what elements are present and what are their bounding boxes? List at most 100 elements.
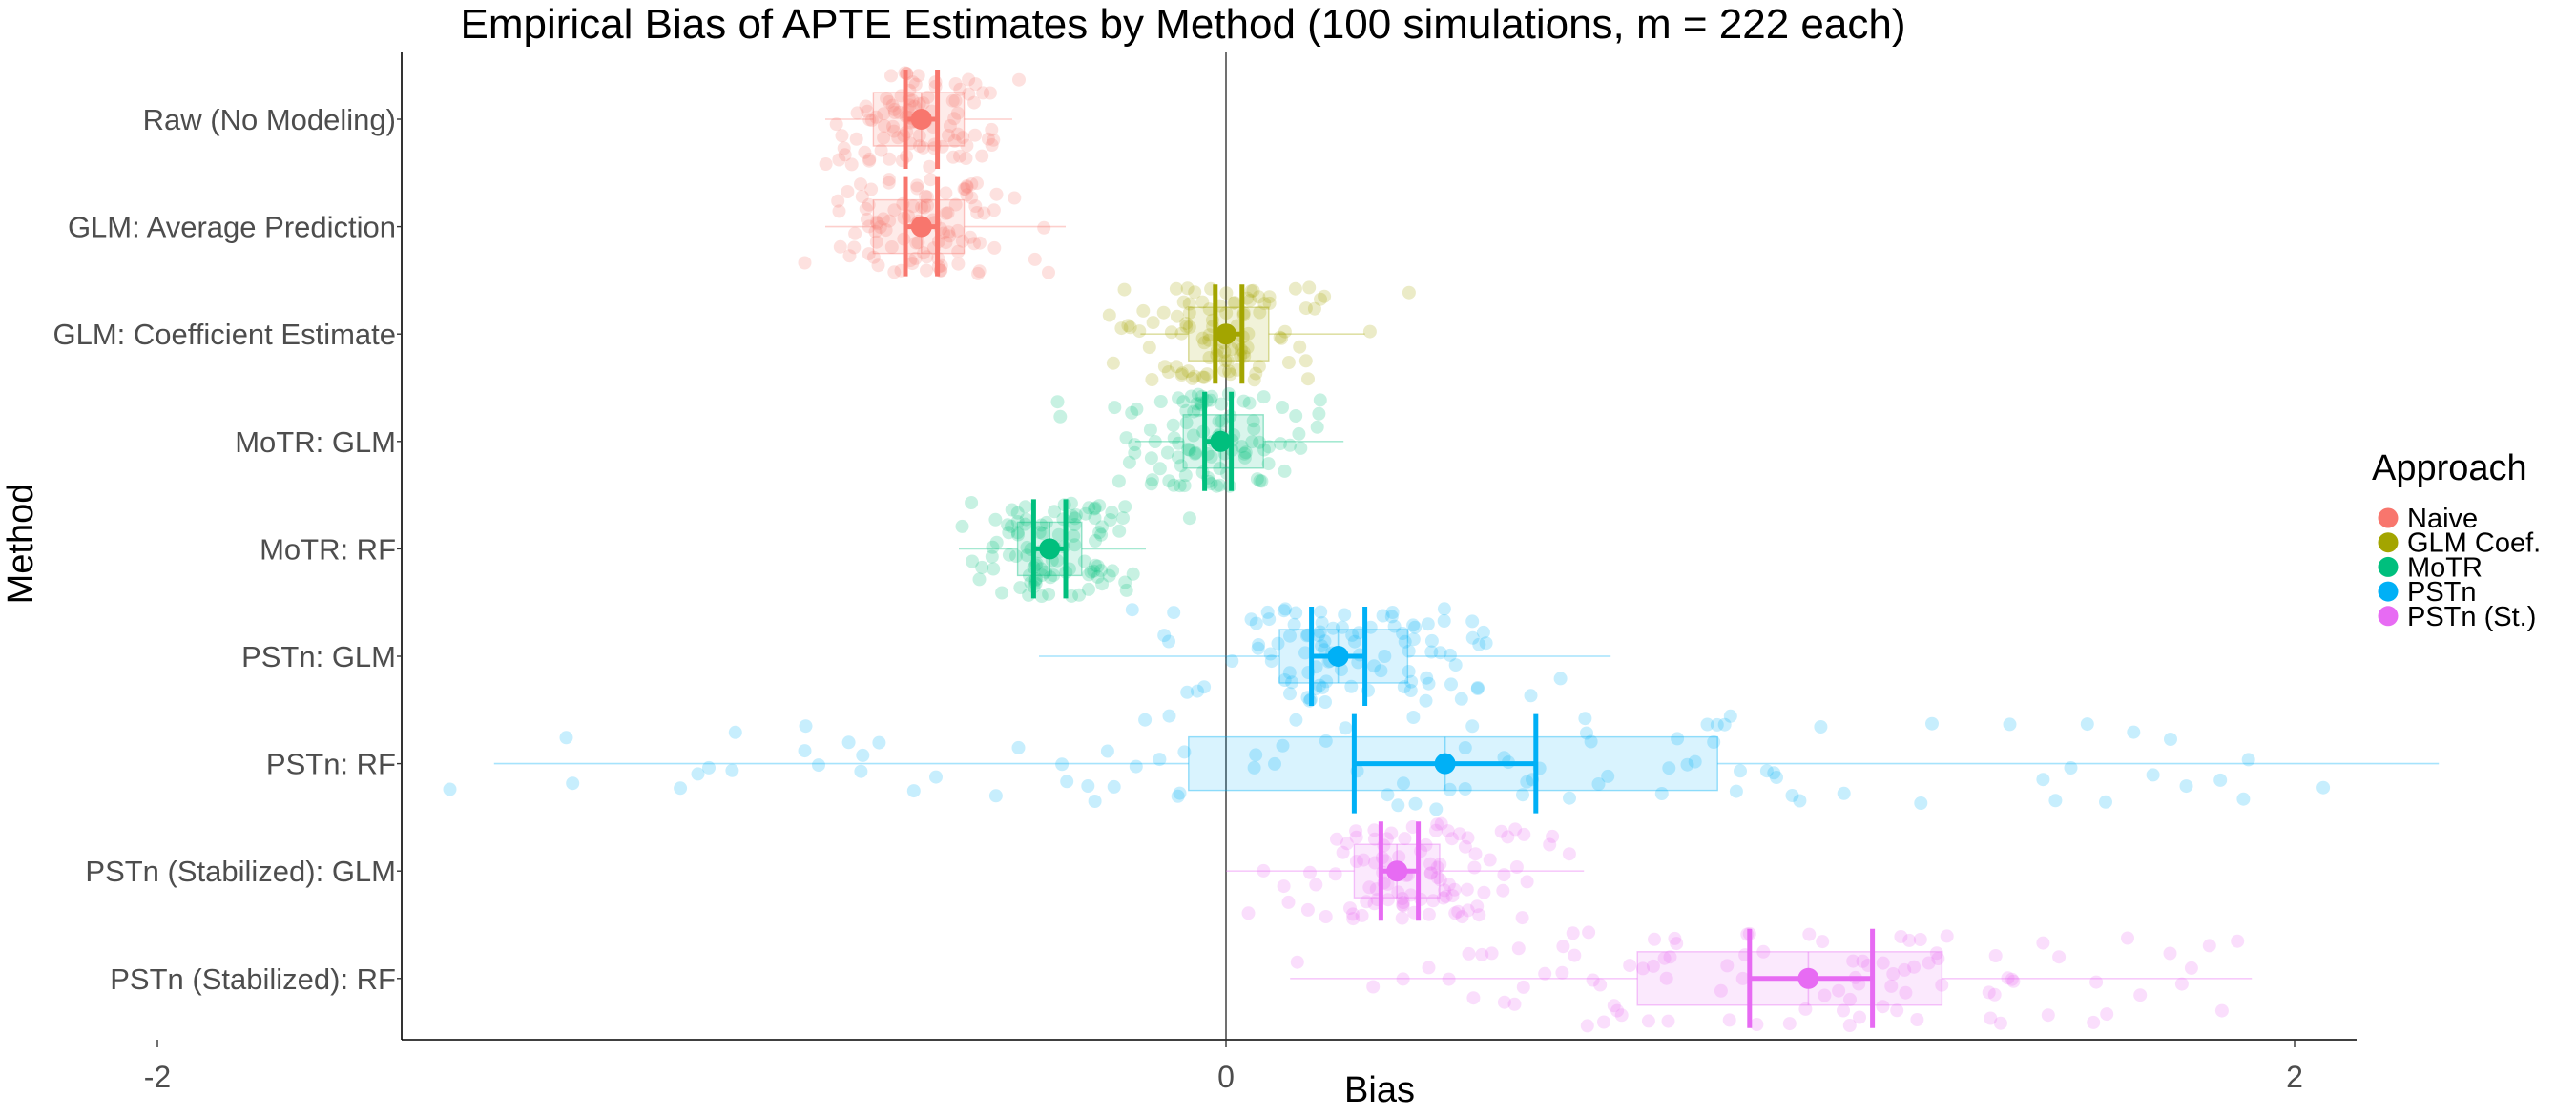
- simulation-point: [1001, 518, 1015, 532]
- simulation-point: [1185, 371, 1199, 385]
- simulation-point: [1461, 831, 1475, 845]
- simulation-point: [1253, 435, 1267, 449]
- simulation-point: [1051, 527, 1066, 542]
- simulation-point: [1404, 674, 1419, 689]
- simulation-point: [443, 782, 457, 796]
- simulation-point: [1235, 440, 1249, 454]
- simulation-point: [960, 188, 974, 202]
- simulation-point: [972, 236, 987, 250]
- simulation-point: [1203, 393, 1217, 407]
- simulation-point: [1578, 712, 1592, 726]
- simulation-point: [972, 572, 987, 587]
- simulation-point: [2080, 717, 2094, 732]
- simulation-point: [1268, 756, 1281, 771]
- simulation-point: [1346, 912, 1361, 926]
- simulation-point: [1102, 568, 1116, 583]
- simulation-point: [1277, 604, 1291, 618]
- simulation-point: [920, 250, 934, 264]
- simulation-point: [1856, 954, 1870, 968]
- simulation-point: [1271, 636, 1285, 651]
- confidence-interval-layer: [903, 70, 1876, 1028]
- simulation-point: [1470, 681, 1485, 694]
- simulation-point: [1106, 564, 1120, 578]
- simulation-point: [2163, 946, 2177, 961]
- simulation-point: [832, 153, 846, 167]
- simulation-point: [1245, 435, 1259, 449]
- simulation-point: [1178, 468, 1193, 483]
- simulation-point: [1068, 538, 1082, 552]
- simulation-point: [1458, 839, 1472, 854]
- simulation-point: [951, 127, 965, 141]
- simulation-point: [910, 181, 924, 196]
- simulation-point: [833, 239, 847, 254]
- simulation-point: [1445, 889, 1460, 903]
- simulation-point: [1037, 220, 1051, 235]
- simulation-point: [1483, 853, 1497, 867]
- simulation-point: [920, 190, 934, 204]
- legend-label: PSTn (St.): [2407, 602, 2536, 632]
- simulation-point: [1785, 789, 1799, 802]
- simulation-point: [1688, 754, 1702, 769]
- simulation-point: [1814, 720, 1828, 734]
- simulation-point: [1290, 955, 1304, 969]
- simulation-point: [1515, 911, 1529, 925]
- simulation-point: [960, 179, 974, 193]
- simulation-point: [1048, 505, 1062, 519]
- simulation-point: [967, 95, 981, 110]
- simulation-point: [962, 87, 976, 101]
- simulation-point: [1182, 511, 1196, 526]
- simulation-point: [1497, 868, 1511, 882]
- simulation-point: [1443, 648, 1457, 662]
- y-tick-label: MoTR: GLM: [235, 425, 396, 459]
- simulation-point: [1472, 637, 1486, 651]
- simulation-point: [1088, 501, 1102, 515]
- simulation-point: [2121, 931, 2134, 945]
- simulation-point: [1275, 331, 1289, 345]
- simulation-point: [1837, 1003, 1850, 1018]
- simulation-point: [878, 119, 891, 133]
- simulation-point: [1053, 409, 1068, 424]
- simulation-point: [874, 143, 888, 157]
- simulation-point: [1169, 281, 1183, 296]
- simulation-point: [1710, 717, 1724, 732]
- simulation-point: [1160, 445, 1174, 460]
- simulation-point: [1247, 422, 1261, 436]
- simulation-point: [838, 148, 852, 162]
- simulation-point: [1586, 973, 1600, 987]
- simulation-point: [1077, 554, 1091, 568]
- simulation-point: [2179, 779, 2193, 794]
- simulation-point: [1842, 1019, 1857, 1032]
- simulation-point: [905, 93, 920, 108]
- simulation-point: [1202, 328, 1216, 342]
- simulation-point: [854, 177, 867, 192]
- simulation-point: [1367, 832, 1381, 846]
- simulation-point: [1378, 650, 1392, 663]
- simulation-point: [1283, 438, 1298, 452]
- simulation-point: [971, 266, 986, 280]
- simulation-point: [884, 240, 899, 254]
- simulation-point: [1180, 281, 1195, 296]
- y-tick-label: PSTn (Stabilized): RF: [110, 962, 396, 996]
- simulation-point: [1089, 534, 1102, 548]
- simulation-point: [879, 223, 893, 238]
- simulation-point: [859, 99, 873, 114]
- simulation-point: [1782, 1017, 1797, 1031]
- simulation-point: [1253, 305, 1267, 320]
- simulation-point: [1470, 682, 1485, 695]
- simulation-point: [1288, 281, 1302, 296]
- simulation-point: [1257, 390, 1271, 404]
- simulation-point: [1176, 295, 1191, 309]
- simulation-point: [1494, 824, 1508, 838]
- simulation-point: [1426, 894, 1441, 908]
- simulation-point: [1315, 639, 1329, 653]
- simulation-point: [1349, 830, 1363, 844]
- simulation-point: [1422, 961, 1436, 975]
- simulation-point: [1247, 760, 1261, 775]
- simulation-point: [989, 535, 1004, 549]
- simulation-point: [947, 112, 962, 126]
- simulation-point: [976, 86, 990, 100]
- simulation-point: [1218, 354, 1233, 368]
- simulation-point: [1298, 646, 1312, 660]
- simulation-point: [1094, 564, 1108, 578]
- simulation-point: [929, 770, 943, 784]
